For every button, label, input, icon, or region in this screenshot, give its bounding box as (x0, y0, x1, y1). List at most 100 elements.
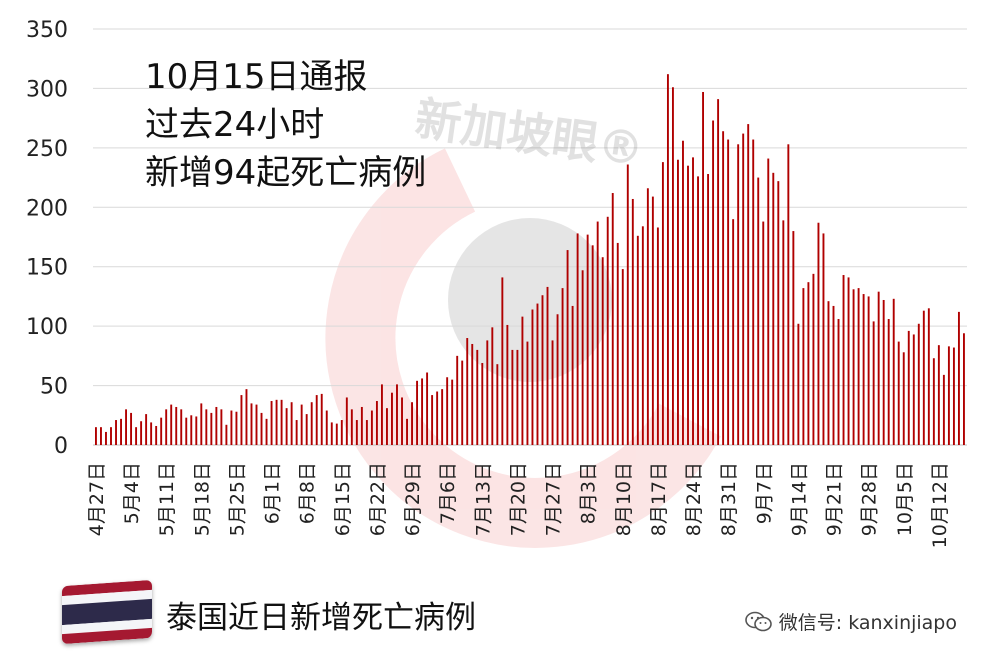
bar (762, 221, 765, 445)
bar (581, 270, 584, 445)
bar (220, 409, 223, 445)
bar (797, 323, 800, 445)
x-tick-label: 6月8日 (297, 462, 319, 524)
bar (270, 401, 273, 445)
x-tick-label: 8月31日 (718, 462, 740, 536)
bar (671, 87, 674, 446)
bar (531, 309, 534, 445)
bar (260, 412, 263, 445)
bar (325, 410, 328, 445)
annotation-line-1: 10月15日通报 (145, 57, 368, 97)
x-tick-label: 6月22日 (367, 462, 389, 536)
bar (175, 406, 178, 445)
bar (661, 162, 664, 445)
bar (516, 349, 519, 445)
x-tick-label: 4月27日 (86, 462, 108, 536)
bar (802, 288, 805, 445)
bar (205, 409, 208, 445)
bar (596, 221, 599, 445)
bar (115, 420, 117, 445)
bar (656, 227, 659, 445)
bar (255, 404, 258, 445)
y-tick-label: 350 (26, 18, 68, 43)
bar (476, 349, 479, 445)
bar (611, 193, 614, 445)
bar (170, 404, 173, 445)
gridlines (93, 28, 967, 446)
bar (787, 144, 790, 446)
bar (365, 420, 368, 445)
bar (747, 124, 750, 445)
bar (391, 392, 393, 445)
bar (852, 289, 855, 445)
bar (541, 295, 544, 445)
x-tick-label: 8月24日 (683, 462, 705, 536)
bar (180, 409, 183, 445)
bar (506, 324, 509, 445)
bar (827, 301, 830, 445)
bar (436, 391, 439, 445)
x-tick-label: 9月14日 (788, 462, 810, 536)
bar (963, 333, 965, 445)
bar (265, 418, 268, 445)
bar (697, 176, 699, 445)
bar (195, 416, 198, 445)
bars (95, 74, 965, 446)
bar (847, 277, 850, 445)
bar (145, 414, 148, 445)
bar (120, 418, 122, 445)
bar (636, 235, 639, 445)
x-tick-label: 9月21日 (824, 462, 846, 536)
bar (401, 397, 403, 445)
bar (677, 159, 679, 446)
y-tick-label: 50 (40, 375, 68, 400)
x-tick-label: 7月13日 (472, 462, 494, 536)
x-tick-label: 9月28日 (859, 462, 881, 536)
bar (491, 327, 494, 445)
bar (737, 144, 740, 446)
bar (606, 216, 609, 445)
bar (235, 411, 238, 445)
bar (501, 277, 504, 445)
bar (315, 395, 318, 445)
bar (140, 421, 143, 445)
bar (200, 403, 203, 445)
bar (471, 343, 474, 445)
bar (250, 403, 253, 445)
bar (190, 415, 193, 445)
bar (215, 406, 218, 445)
y-tick-labels: 0 50 100 150 200 250 300 350 (26, 18, 68, 459)
bar (466, 338, 469, 445)
y-tick-label: 200 (26, 196, 68, 221)
bar (752, 139, 755, 446)
bar (626, 164, 629, 445)
bar (727, 139, 730, 446)
y-tick-label: 250 (26, 137, 68, 162)
bar (100, 427, 102, 445)
y-tick-label: 300 (26, 77, 68, 102)
bar (757, 177, 760, 445)
bar (837, 319, 840, 445)
bar (902, 352, 905, 445)
x-tick-label: 5月25日 (227, 462, 249, 536)
bar (446, 377, 449, 445)
bar (842, 275, 845, 445)
bar (125, 409, 127, 445)
bar (952, 347, 955, 445)
x-tick-label: 5月11日 (156, 462, 178, 536)
bar (486, 340, 489, 445)
bar (386, 408, 388, 445)
bar (591, 245, 594, 445)
bar (225, 424, 228, 445)
bar (396, 384, 398, 445)
bar (305, 414, 308, 445)
bar (496, 364, 499, 445)
bar (877, 291, 880, 445)
bar (687, 165, 689, 445)
bar (240, 395, 243, 445)
bar (777, 181, 780, 445)
bar (857, 288, 860, 445)
bar (812, 273, 815, 445)
bar (897, 341, 900, 445)
